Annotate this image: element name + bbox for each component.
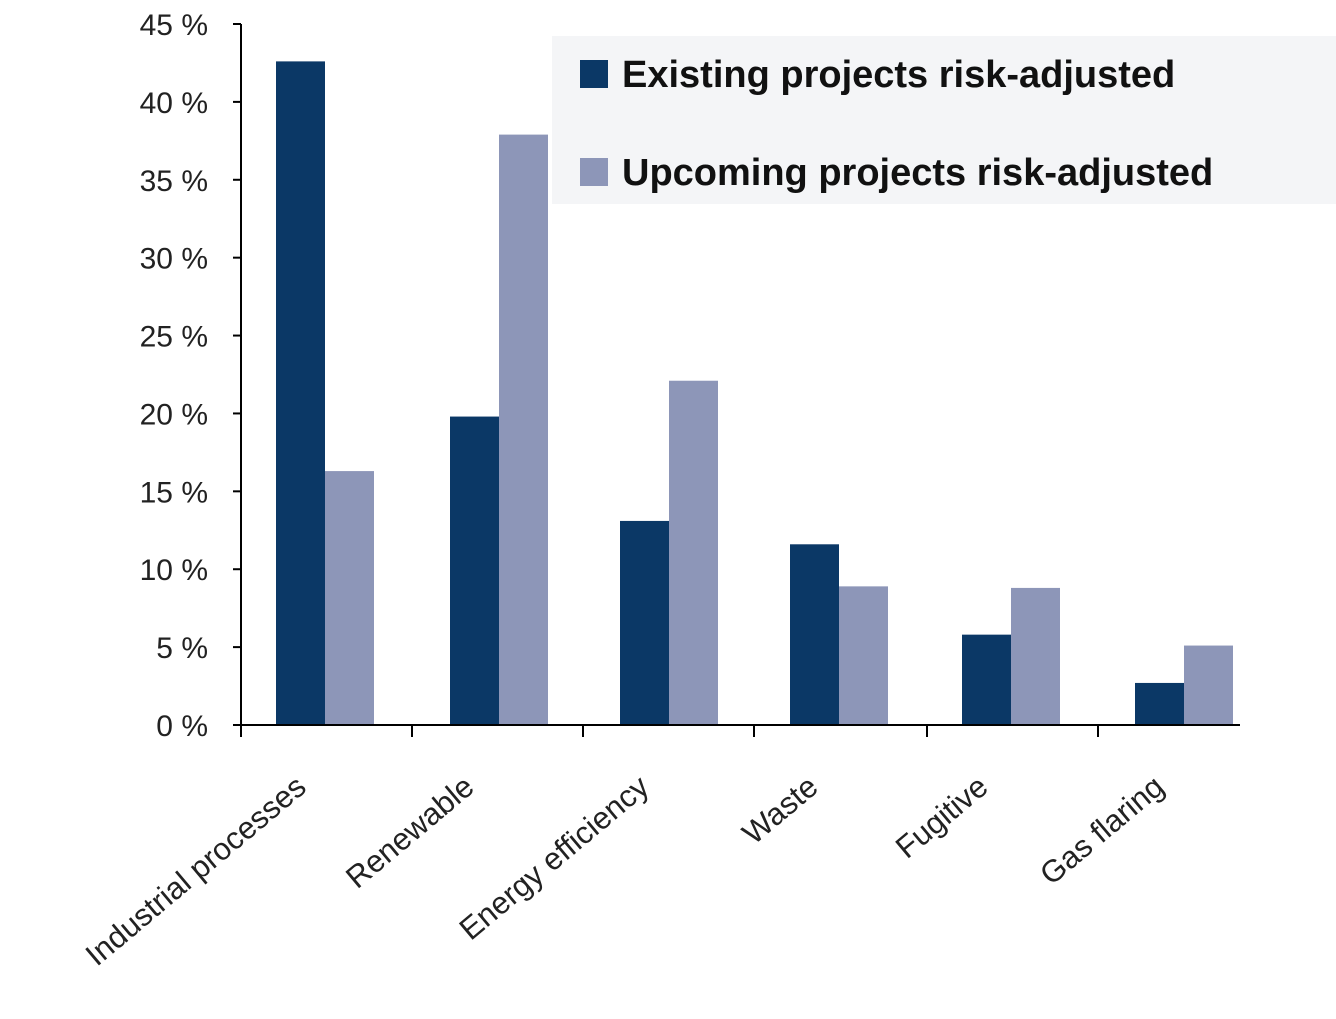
x-category-label: Energy efficiency bbox=[453, 768, 656, 947]
bar-existing-2 bbox=[620, 520, 669, 725]
bar-existing-0 bbox=[276, 61, 325, 726]
x-category-label: Gas flaring bbox=[1033, 769, 1170, 892]
y-axis: 0 % 5 % 10 % 15 % 20 % 25 % 30 % 35 % 40 % 45 % bbox=[140, 9, 242, 743]
legend-label-upcoming: Upcoming projects risk-adjusted bbox=[622, 152, 1213, 194]
y-tick-label: 40 % bbox=[140, 87, 208, 120]
y-tick-label: 5 % bbox=[156, 632, 208, 665]
y-tick-label: 15 % bbox=[140, 476, 208, 509]
bar-upcoming-1 bbox=[499, 134, 548, 725]
bar-upcoming-4 bbox=[1011, 587, 1060, 725]
bar-upcoming-5 bbox=[1184, 645, 1233, 725]
legend: Existing projects risk-adjusted Upcoming … bbox=[580, 54, 1213, 194]
y-tick-label: 10 % bbox=[140, 554, 208, 587]
y-tick-label: 20 % bbox=[140, 398, 208, 431]
x-category-label: Waste bbox=[736, 769, 825, 852]
legend-box bbox=[552, 36, 1336, 204]
bar-upcoming-2 bbox=[669, 380, 718, 725]
y-tick-label: 35 % bbox=[140, 165, 208, 198]
bars-group bbox=[276, 61, 1233, 726]
y-tick-label: 0 % bbox=[156, 710, 208, 743]
bar-existing-4 bbox=[962, 634, 1011, 725]
y-tick-label: 30 % bbox=[140, 243, 208, 276]
legend-label-existing: Existing projects risk-adjusted bbox=[622, 54, 1175, 96]
bar-existing-5 bbox=[1135, 682, 1184, 725]
bar-existing-3 bbox=[790, 544, 839, 725]
y-tick-label: 25 % bbox=[140, 321, 208, 354]
legend-swatch-existing bbox=[580, 60, 608, 88]
legend-swatch-upcoming bbox=[580, 158, 608, 186]
x-category-label: Industrial processes bbox=[79, 769, 313, 973]
bar-upcoming-0 bbox=[325, 471, 374, 725]
bar-upcoming-3 bbox=[839, 586, 888, 725]
bar-existing-1 bbox=[450, 416, 499, 725]
x-category-label: Fugitive bbox=[889, 769, 995, 866]
y-tick-label: 45 % bbox=[140, 9, 208, 42]
x-category-label: Renewable bbox=[339, 769, 480, 896]
